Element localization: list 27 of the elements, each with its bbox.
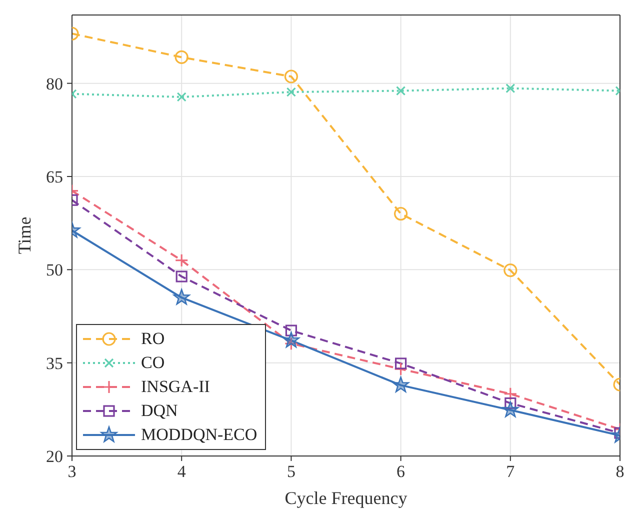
x-tick-label: 4	[177, 462, 186, 482]
legend-label: RO	[141, 329, 165, 349]
x-tick-label: 5	[286, 462, 296, 482]
y-tick-label: 35	[46, 354, 63, 373]
y-axis-title: Time	[14, 216, 34, 254]
point	[396, 86, 406, 96]
legend-label: CO	[141, 353, 165, 373]
x-tick-label: 3	[68, 462, 76, 482]
point	[392, 376, 410, 392]
point	[286, 87, 296, 97]
x-axis-title: Cycle Frequency	[284, 488, 408, 508]
point	[395, 358, 407, 370]
legend-label: MODDQN-ECO	[141, 425, 258, 445]
y-tick-label: 80	[46, 74, 63, 94]
point	[285, 324, 297, 336]
x-tick-label: 6	[396, 462, 406, 482]
point	[394, 362, 408, 376]
y-tick-label: 65	[46, 168, 63, 187]
point	[284, 70, 298, 84]
y-tick-label: 50	[46, 260, 63, 280]
y-tick-label: 20	[46, 447, 63, 466]
point	[282, 332, 300, 348]
legend-label: DQN	[141, 401, 178, 421]
legend-label: INSGA-II	[141, 377, 210, 397]
x-tick-label: 7	[506, 462, 516, 482]
x-tick-label: 8	[616, 462, 624, 482]
point	[394, 206, 408, 221]
